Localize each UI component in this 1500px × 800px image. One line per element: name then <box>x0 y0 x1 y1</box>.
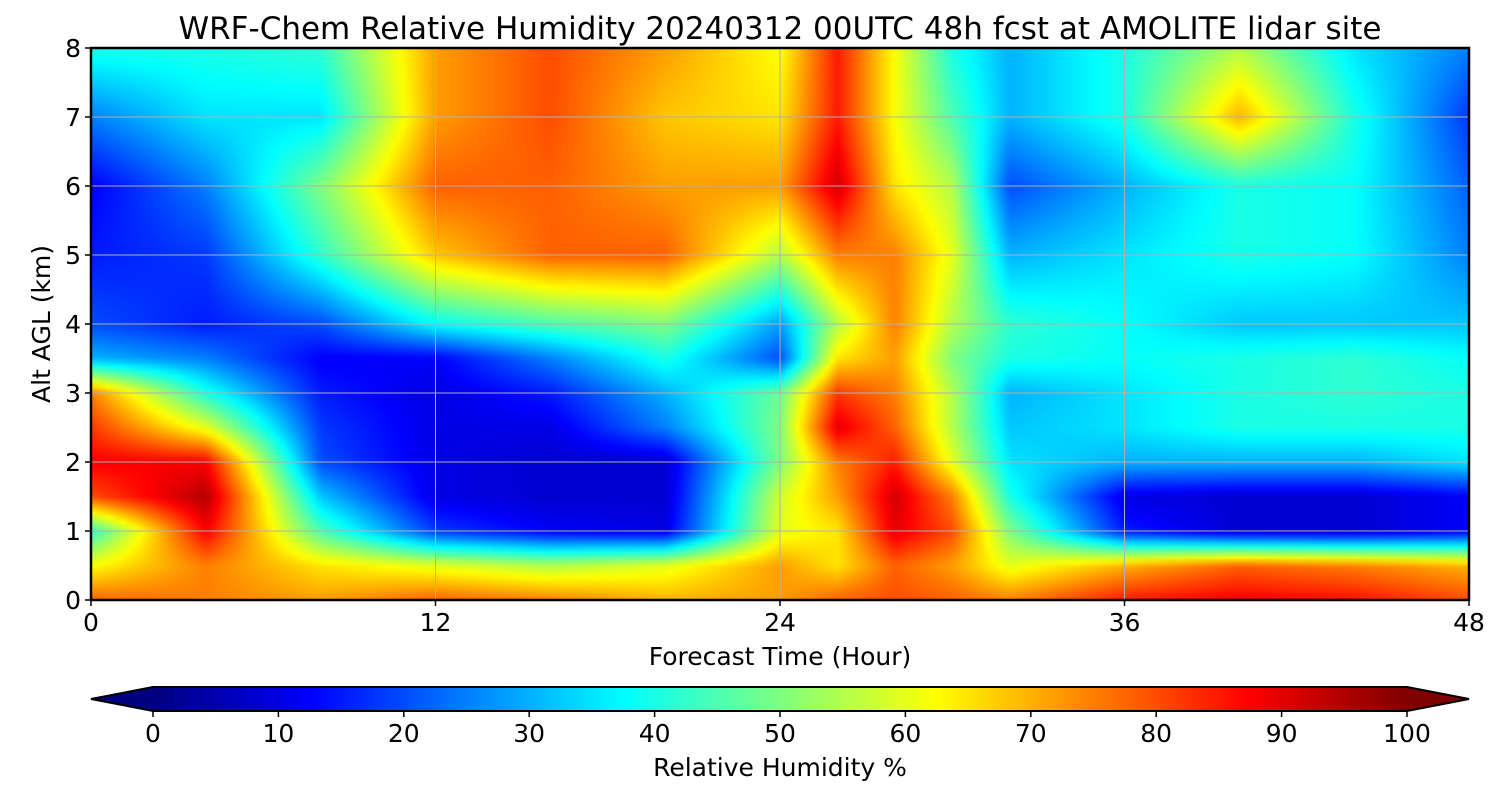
colorbar-tick-label: 90 <box>1266 719 1298 748</box>
colorbar-ticks: 0 10 20 30 40 50 60 70 80 90 100 <box>145 711 1431 748</box>
y-tick-label: 6 <box>65 172 81 201</box>
y-axis-label: Alt AGL (km) <box>27 245 56 403</box>
colorbar-extend-min <box>91 687 153 711</box>
chart-title: WRF-Chem Relative Humidity 20240312 00UT… <box>178 11 1381 47</box>
colorbar-tick-label: 40 <box>639 719 671 748</box>
y-tick-label: 1 <box>65 517 81 546</box>
x-axis: 0 12 24 36 48 <box>83 600 1485 637</box>
x-tick-label: 24 <box>764 608 796 637</box>
y-tick-label: 3 <box>65 379 81 408</box>
y-tick-label: 0 <box>65 586 81 615</box>
x-tick-label: 36 <box>1109 608 1141 637</box>
colorbar-tick-label: 20 <box>388 719 420 748</box>
colorbar: 0 10 20 30 40 50 60 70 80 90 100 <box>90 686 1470 748</box>
x-axis-label: Forecast Time (Hour) <box>649 642 912 671</box>
y-tick-label: 8 <box>65 34 81 63</box>
colorbar-tick-label: 80 <box>1140 719 1172 748</box>
x-tick-label: 12 <box>420 608 452 637</box>
y-tick-label: 2 <box>65 448 81 477</box>
colorbar-tick-label: 70 <box>1015 719 1047 748</box>
y-tick-label: 7 <box>65 103 81 132</box>
y-axis: 0 1 2 3 4 5 6 7 8 <box>65 34 91 615</box>
colorbar-label: Relative Humidity % <box>653 753 907 782</box>
colorbar-tick-label: 60 <box>889 719 921 748</box>
y-tick-label: 5 <box>65 241 81 270</box>
colorbar-tick-label: 50 <box>764 719 796 748</box>
colorbar-tick-label: 10 <box>262 719 294 748</box>
colorbar-tick-label: 0 <box>145 719 161 748</box>
colorbar-tick-label: 30 <box>513 719 545 748</box>
x-tick-label: 48 <box>1453 608 1485 637</box>
x-tick-label: 0 <box>83 608 99 637</box>
colorbar-tick-label: 100 <box>1383 719 1431 748</box>
colorbar-extend-max <box>1407 687 1469 711</box>
colorbar-gradient <box>153 687 1407 711</box>
y-tick-label: 4 <box>65 310 81 339</box>
